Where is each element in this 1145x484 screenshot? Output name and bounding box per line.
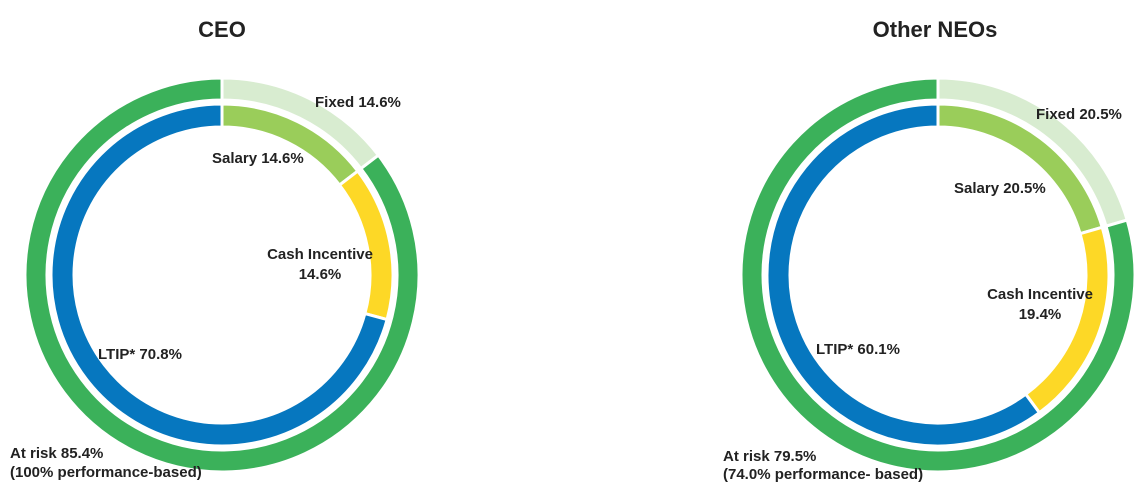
ceo-cash-incentive-label: Cash Incentive — [267, 246, 373, 263]
ceo-cash-incentive-value: 14.6% — [299, 266, 342, 283]
other-neos-outer-ring — [739, 76, 1137, 474]
other-neos-outer-slice-1 — [739, 76, 1137, 474]
ceo-chart-title: CEO — [198, 17, 246, 42]
ceo-outer-slice-1 — [23, 76, 421, 474]
other-neos-chart: Other NEOs Fixed 20.5% Salary 20.5% Cash… — [723, 17, 1137, 483]
other-neos-inner-slice-2 — [765, 102, 1042, 448]
other-neos-cash-incentive-label: Cash Incentive — [987, 286, 1093, 303]
other-neos-fixed-label: Fixed 20.5% — [1036, 106, 1122, 123]
ceo-salary-label: Salary 14.6% — [212, 150, 304, 167]
other-neos-chart-title: Other NEOs — [873, 17, 998, 42]
other-neos-ltip-label: LTIP* 60.1% — [816, 341, 900, 358]
ceo-at-risk-label: At risk 85.4% — [10, 445, 103, 462]
ceo-fixed-label: Fixed 14.6% — [315, 94, 401, 111]
other-neos-at-risk-label: At risk 79.5% — [723, 448, 816, 465]
ceo-ltip-label: LTIP* 70.8% — [98, 346, 182, 363]
other-neos-inner-ring — [765, 102, 1111, 448]
ceo-inner-ring — [49, 102, 395, 448]
ceo-inner-slice-2 — [49, 102, 389, 448]
other-neos-salary-label: Salary 20.5% — [954, 180, 1046, 197]
ceo-at-risk-note: (100% performance-based) — [10, 464, 202, 481]
other-neos-cash-incentive-value: 19.4% — [1019, 306, 1062, 323]
ceo-outer-ring — [23, 76, 421, 474]
other-neos-at-risk-note: (74.0% performance- based) — [723, 466, 923, 483]
ceo-chart: CEO Fixed 14.6% Salary 14.6% Cash Incent… — [10, 17, 421, 481]
